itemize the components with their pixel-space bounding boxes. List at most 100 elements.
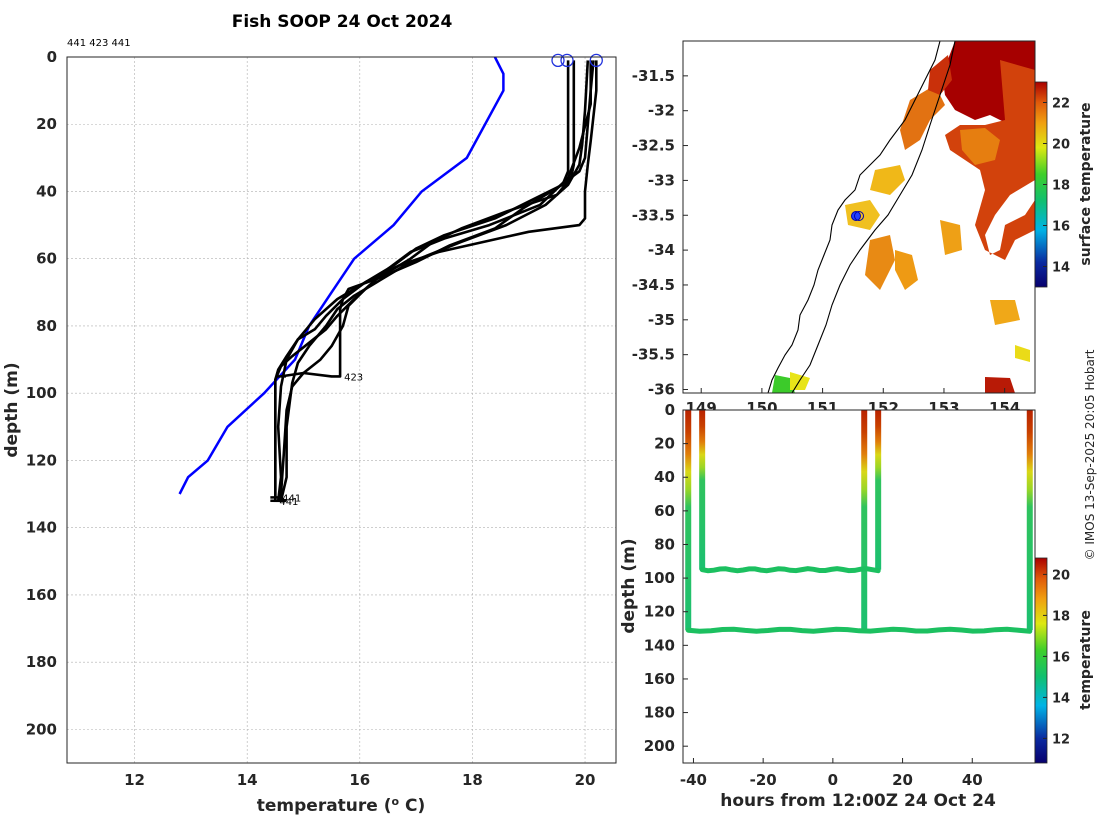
temperature-colorbar (1034, 557, 1048, 764)
shelf-contour (791, 41, 956, 393)
orange-patch-3 (940, 220, 962, 255)
map-y-tick-label: -36 (648, 381, 675, 399)
time-y-tick-label: 0 (665, 401, 675, 419)
map-y-tick-label: -33 (648, 171, 675, 189)
x-tick-label: 20 (575, 771, 596, 789)
red-patch-south (985, 377, 1015, 393)
time-y-tick-label: 100 (644, 569, 675, 587)
time-depth-casts (685, 410, 1033, 634)
time-x-tick-label: 20 (892, 771, 913, 789)
cast-column-5 (1026, 410, 1033, 631)
profile-ids-label: 441 423 441 (67, 38, 131, 49)
temperature-colorbar-tick-label: 14 (1052, 691, 1070, 706)
cast-column-2 (699, 410, 706, 570)
surface-marker (551, 53, 565, 68)
sst-map: 149 150 151 152 153 154-31.5-32-32.5-33-33.5-… (632, 40, 1094, 417)
time-y-tick-label: 140 (644, 636, 675, 654)
yellow-patch-east (1015, 345, 1030, 362)
figure-title: Fish SOOP 24 Oct 2024 (232, 12, 453, 32)
cast-column-4 (875, 410, 882, 570)
time-x-tick-label: -40 (680, 771, 707, 789)
profile-line-5 (276, 60, 593, 502)
time-y-tick-label: 200 (644, 737, 675, 755)
climatology-line (178, 56, 505, 495)
temperature-colorbar-ticks: 12 14 16 18 20 (1043, 568, 1070, 747)
map-y-tick-label: -33.5 (632, 206, 675, 224)
time-y-tick-label: 80 (654, 535, 675, 553)
sst-colorbar-tick-label: 20 (1052, 138, 1070, 153)
y-tick-label: 200 (26, 720, 57, 738)
time-x-tick-label: -20 (750, 771, 777, 789)
map-y-tick-label: -34 (648, 241, 675, 259)
coastal-patch-2 (928, 55, 952, 95)
orange-patch-2 (895, 250, 918, 290)
sst-colorbar-tick-label: 14 (1052, 261, 1070, 276)
map-y-tick-label: -32.5 (632, 137, 675, 155)
y-tick-label: 140 (26, 519, 57, 537)
surface-marker (589, 53, 603, 68)
y-tick-label: 40 (36, 182, 57, 200)
profile-id-label: 441 (279, 497, 298, 508)
time-y-tick-label: 20 (654, 435, 675, 453)
profile-plot-area (67, 57, 616, 763)
time-y-tick-label: 120 (644, 603, 675, 621)
time-depth-tick-labels: -40 -20 0 20 40 0 20 40 60 80 100 120 140 160 180 200 (644, 401, 983, 789)
profile-location-marker-ring (854, 211, 864, 221)
yellow-patch (870, 165, 905, 195)
profile-y-axis-label: depth (m) (2, 362, 22, 457)
cast-column-1 (685, 410, 692, 631)
time-y-tick-label: 160 (644, 670, 675, 688)
orange-patch-4 (990, 300, 1020, 325)
time-depth-y-axis-label: depth (m) (619, 538, 639, 633)
profile-location-marker (851, 211, 861, 221)
y-tick-label: 0 (47, 48, 57, 66)
sst-colorbar-ticks: 14 16 18 20 22 (1043, 97, 1070, 276)
time-depth-x-axis-label: hours from 12:00Z 24 Oct 24 (720, 791, 996, 811)
profile-id-label: 441 (282, 493, 301, 504)
coastline (767, 41, 941, 393)
time-y-tick-label: 60 (654, 502, 675, 520)
sst-field (767, 41, 1035, 393)
coastal-patch (900, 85, 945, 150)
green-patch-south (772, 375, 795, 393)
map-y-tick-label: -31.5 (632, 67, 675, 85)
shallow-bottom-trace (699, 566, 881, 574)
time-x-tick-label: 40 (962, 771, 983, 789)
profile-line-6 (279, 60, 590, 502)
time-depth-plot: -40 -20 0 20 40 0 20 40 60 80 100 120 140 160 180 200 h… (619, 401, 1094, 811)
sst-colorbar-tick-label: 18 (1052, 179, 1070, 194)
y-tick-label: 160 (26, 586, 57, 604)
copyright-note: © IMOS 13-Sep-2025 20:05 Hobart (1083, 349, 1097, 560)
degree-symbol: o (392, 795, 400, 808)
profile-x-axis-label: temperature (o C) (257, 795, 426, 817)
map-y-tick-label: -32 (648, 102, 675, 120)
map-y-tick-label: -35 (648, 311, 675, 329)
time-y-tick-label: 180 (644, 704, 675, 722)
yellow-patch-2 (845, 200, 880, 230)
sst-colorbar-tick-label: 16 (1052, 220, 1070, 235)
orange-patch (865, 235, 895, 290)
map-y-tick-label: -34.5 (632, 276, 675, 294)
surface-marker (560, 53, 574, 68)
temperature-colorbar-tick-label: 16 (1052, 650, 1070, 665)
time-depth-plot-area (683, 410, 1035, 763)
y-tick-label: 80 (36, 317, 57, 335)
y-tick-label: 60 (36, 250, 57, 268)
x-tick-label: 16 (349, 771, 370, 789)
profile-id-label: 423 (344, 372, 363, 383)
sst-colorbar-tick-label: 22 (1052, 97, 1070, 112)
y-tick-label: 120 (26, 451, 57, 469)
x-tick-label: 18 (462, 771, 483, 789)
x-tick-label: 12 (124, 771, 145, 789)
sst-colorbar-label: surface temperature (1078, 102, 1094, 265)
profile-plot-frame (66, 56, 617, 764)
time-x-tick-label: 0 (828, 771, 838, 789)
time-y-tick-label: 40 (654, 468, 675, 486)
cast-column-3 (861, 410, 868, 631)
temperature-colorbar-tick-label: 12 (1052, 732, 1070, 747)
y-tick-label: 100 (26, 384, 57, 402)
y-tick-label: 20 (36, 115, 57, 133)
